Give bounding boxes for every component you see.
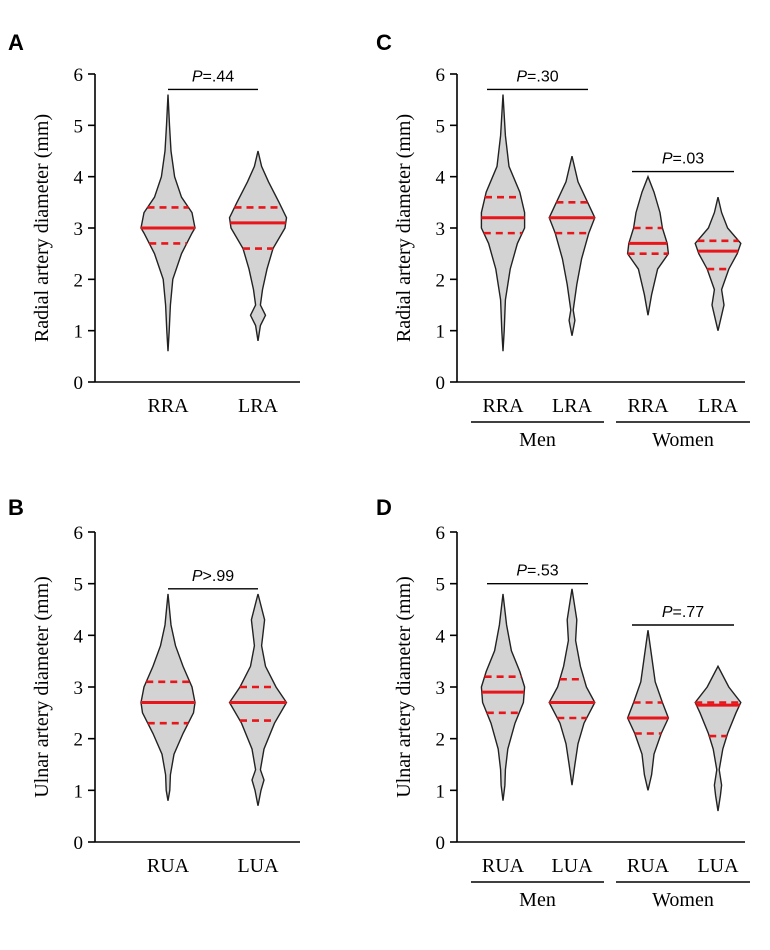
y-tick-label: 4: [74, 168, 84, 189]
violin-lua-women: [694, 664, 742, 812]
violin-lra-men: [548, 155, 596, 336]
y-tick-label: 1: [74, 781, 84, 802]
y-tick-label: 4: [436, 626, 446, 647]
y-tick-label: 4: [436, 168, 446, 189]
y-tick-label: 4: [74, 626, 84, 647]
x-tick-label: RRA: [147, 395, 189, 417]
violin-rua-women: [626, 630, 670, 791]
p-value-label: P=.53: [516, 563, 558, 580]
x-tick-label: RRA: [482, 395, 524, 417]
y-axis-label: Ulnar artery diameter (mm): [393, 576, 415, 798]
violin-lua-men: [548, 588, 596, 786]
panel-letter: C: [376, 30, 392, 55]
y-tick-label: 1: [436, 781, 446, 802]
y-tick-label: 6: [74, 65, 84, 86]
y-tick-label: 5: [436, 116, 446, 137]
violin-lra: [228, 150, 288, 342]
group-label: Men: [519, 889, 556, 911]
y-tick-label: 1: [74, 322, 84, 343]
x-tick-label: RUA: [627, 855, 670, 877]
y-tick-label: 6: [436, 65, 446, 86]
y-tick-label: 5: [74, 116, 84, 137]
panel-letter: D: [376, 495, 392, 520]
y-tick-label: 1: [436, 322, 446, 343]
y-tick-label: 0: [74, 833, 84, 854]
group-label: Women: [652, 429, 714, 451]
p-value-label: P=.30: [516, 68, 558, 85]
violin-lra-women: [694, 197, 742, 331]
y-tick-label: 2: [436, 270, 446, 291]
y-axis-label: Radial artery diameter (mm): [31, 114, 53, 342]
x-tick-label: RUA: [482, 855, 525, 877]
y-tick-label: 2: [74, 270, 84, 291]
x-tick-label: LRA: [238, 395, 279, 417]
x-tick-label: LUA: [697, 855, 739, 877]
violin-rra: [140, 94, 196, 352]
y-tick-label: 3: [436, 219, 446, 240]
x-tick-label: RUA: [147, 855, 190, 877]
x-tick-label: LUA: [237, 855, 279, 877]
panel-D: D 0 1 2 3 4 5 6 Ulnar artery diameter (mm) RUA LU…: [376, 495, 750, 911]
panel-letter: B: [8, 495, 24, 520]
y-tick-label: 6: [74, 523, 84, 544]
y-axis-label: Radial artery diameter (mm): [393, 114, 415, 342]
y-tick-label: 2: [74, 730, 84, 751]
p-value-label: P=.77: [662, 604, 704, 621]
p-value-label: P=.44: [192, 68, 234, 85]
y-tick-label: 2: [436, 730, 446, 751]
y-tick-label: 3: [74, 678, 84, 699]
violin-rua: [140, 593, 196, 801]
x-tick-label: RRA: [627, 395, 669, 417]
group-label: Men: [519, 429, 556, 451]
x-tick-label: LRA: [698, 395, 739, 417]
y-tick-label: 0: [74, 373, 84, 394]
violin-rra-women: [626, 174, 670, 316]
panel-A: A 0 1 2 3 4 5 6 Radial artery diameter (mm) RRA L…: [8, 30, 300, 417]
violin-rra-men: [480, 94, 526, 352]
x-tick-label: LRA: [552, 395, 593, 417]
p-value-label: P=.03: [662, 151, 704, 168]
violin-rua-men: [480, 593, 526, 801]
violin-lua: [228, 593, 288, 806]
group-label: Women: [652, 889, 714, 911]
y-tick-label: 3: [74, 219, 84, 240]
panel-letter: A: [8, 30, 24, 55]
y-tick-label: 0: [436, 833, 446, 854]
y-tick-label: 6: [436, 523, 446, 544]
y-tick-label: 5: [436, 575, 446, 596]
y-tick-label: 5: [74, 575, 84, 596]
y-tick-label: 0: [436, 373, 446, 394]
y-axis-label: Ulnar artery diameter (mm): [31, 576, 53, 798]
p-value-label: P>.99: [192, 568, 234, 585]
panel-B: B 0 1 2 3 4 5 6 Ulnar artery diameter (mm) RUA LU…: [8, 495, 300, 877]
panel-C: C 0 1 2 3 4 5 6 Radial artery diameter (mm) RRA L…: [376, 30, 750, 451]
x-tick-label: LUA: [551, 855, 593, 877]
y-tick-label: 3: [436, 678, 446, 699]
